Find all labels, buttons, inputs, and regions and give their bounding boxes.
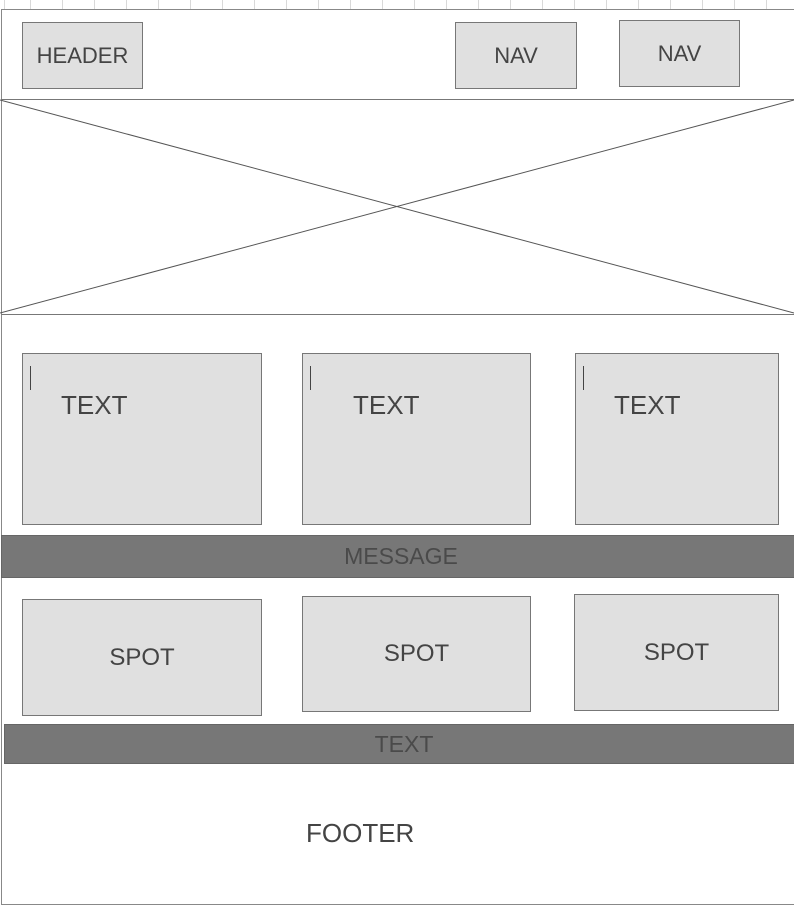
header-box: HEADER — [22, 22, 143, 89]
spot-1: SPOT — [22, 599, 262, 716]
spot-label: SPOT — [383, 640, 450, 667]
text-bar: TEXT — [4, 724, 794, 764]
text-box-label: TEXT — [353, 390, 420, 420]
message-label: MESSAGE — [344, 543, 458, 569]
spot-label: SPOT — [643, 638, 710, 666]
message-bar: MESSAGE — [1, 535, 794, 578]
spot-2: SPOT — [302, 596, 531, 712]
text-caret-icon — [583, 366, 584, 390]
text-caret-icon — [30, 366, 31, 390]
hero-cross-line-b — [0, 99, 794, 314]
text-caret-icon — [310, 366, 311, 390]
text-box-2: TEXT — [302, 353, 531, 525]
text-box-3: TEXT — [575, 353, 779, 525]
nav-label: NAV — [657, 40, 702, 66]
nav-item-2[interactable]: NAV — [619, 20, 740, 87]
nav-item-1[interactable]: NAV — [455, 22, 577, 89]
ruler — [0, 0, 794, 10]
page-frame — [1, 9, 794, 905]
nav-label: NAV — [494, 42, 538, 68]
header-divider — [1, 99, 794, 100]
text-box-label: TEXT — [61, 390, 128, 420]
footer-label: FOOTER — [306, 818, 415, 848]
text-box-1: TEXT — [22, 353, 262, 525]
header-label: HEADER — [36, 42, 129, 68]
text-bar-label: TEXT — [374, 730, 434, 757]
text-box-label: TEXT — [614, 390, 681, 420]
hero-divider — [1, 314, 794, 315]
spot-3: SPOT — [574, 594, 779, 711]
spot-label: SPOT — [109, 643, 175, 671]
